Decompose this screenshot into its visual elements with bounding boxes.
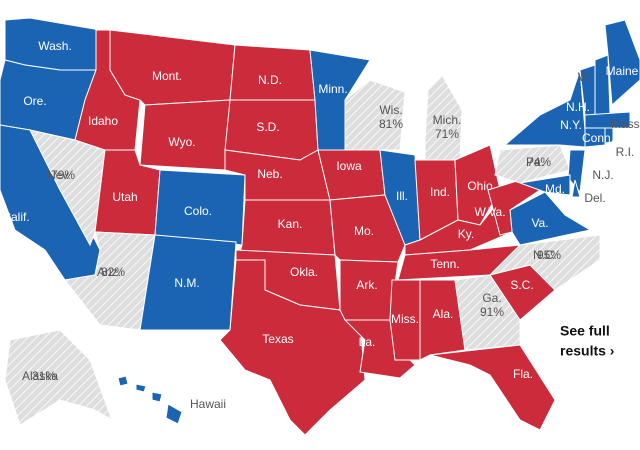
labels: Wash. Ore. Calif. Nev.79% Idaho Mont. Wyo. Utah… — [2, 39, 640, 411]
reported-pct: 82% — [101, 265, 125, 279]
state-label: Mo. — [354, 224, 374, 238]
state-label: Mich. — [433, 113, 462, 127]
state — [109, 29, 236, 106]
state-label: Conn. — [582, 131, 614, 145]
state — [604, 19, 640, 107]
state-label: Vt. — [578, 70, 593, 84]
state-label: Del. — [584, 191, 605, 205]
link-text[interactable]: See full — [560, 323, 610, 339]
state-label: N.H. — [566, 100, 590, 114]
reported-pct: 79% — [51, 168, 75, 182]
state-label: Tenn. — [430, 257, 459, 271]
reported-pct: 91% — [480, 305, 504, 319]
state — [519, 174, 571, 196]
state-label: Hawaii — [190, 397, 226, 411]
state-label: Texas — [262, 332, 293, 346]
state-label: N.D. — [258, 73, 282, 87]
state-label: Utah — [112, 190, 137, 204]
state-label: Neb. — [257, 167, 282, 181]
state-label: Ariz. — [97, 265, 121, 279]
reported-pct: 31% — [32, 369, 56, 383]
state-label: N.M. — [174, 276, 199, 290]
state — [419, 279, 466, 361]
state-label: S.C. — [510, 278, 533, 292]
reported-pct: 95% — [537, 248, 561, 262]
state-label: S.D. — [256, 120, 279, 134]
state-label: Ala. — [433, 307, 454, 321]
state — [135, 383, 147, 393]
state-label: La. — [359, 335, 376, 349]
state — [494, 144, 571, 184]
state-label: Va. — [531, 216, 548, 230]
state-label: Ky. — [458, 227, 474, 241]
state-label: R.I. — [616, 145, 635, 159]
state — [454, 144, 501, 226]
state-label: Mass. — [611, 117, 640, 131]
reported-pct: 81% — [379, 117, 403, 131]
state-label: Minn. — [318, 82, 347, 96]
state — [317, 149, 386, 201]
state-label: Ark. — [356, 278, 377, 292]
state-label: Mont. — [152, 69, 182, 83]
state — [165, 403, 183, 425]
state-label: N.C. — [533, 248, 557, 262]
state-label: Pa. — [526, 155, 544, 169]
state-label: Nev. — [47, 168, 71, 182]
state-label: Calif. — [2, 210, 29, 224]
state-label: Wyo. — [168, 135, 195, 149]
state-label: Ga. — [482, 291, 501, 305]
state — [454, 274, 521, 351]
reported-pct: 74% — [527, 155, 551, 169]
state — [604, 127, 614, 144]
state-label: Ohio — [467, 179, 493, 193]
state — [117, 375, 129, 387]
state-label: Kan. — [278, 217, 303, 231]
link-text[interactable]: results › — [560, 343, 615, 359]
state-label: Md. — [545, 182, 565, 196]
state-label: Colo. — [184, 204, 212, 218]
state — [389, 279, 421, 361]
state-label: Iowa — [336, 159, 362, 173]
states — [0, 17, 640, 436]
state — [429, 344, 556, 431]
state — [219, 259, 366, 436]
state-label: Ind. — [430, 185, 450, 199]
state-label: Miss. — [391, 312, 419, 326]
state-label: Wash. — [38, 39, 72, 53]
state-label: Okla. — [290, 265, 318, 279]
state-label: Fla. — [513, 367, 533, 381]
state-label: Ill. — [396, 189, 408, 203]
state — [584, 127, 606, 148]
state — [344, 79, 406, 151]
full-results-link[interactable]: See full results › — [560, 323, 615, 359]
state-label: N.Y. — [560, 118, 582, 132]
state — [503, 69, 586, 148]
state-label: Idaho — [88, 114, 118, 128]
reported-pct: 71% — [435, 127, 459, 141]
state-label: Ore. — [23, 94, 46, 108]
state-label: Maine — [606, 64, 639, 78]
state — [584, 111, 631, 129]
state — [4, 329, 113, 426]
state — [571, 179, 581, 198]
state-label: Wis. — [379, 103, 402, 117]
state-label: N.J. — [592, 168, 613, 182]
state-label: Alaska — [22, 369, 58, 383]
state-label: W.Va. — [474, 205, 505, 219]
state — [151, 391, 163, 403]
state — [567, 149, 586, 194]
